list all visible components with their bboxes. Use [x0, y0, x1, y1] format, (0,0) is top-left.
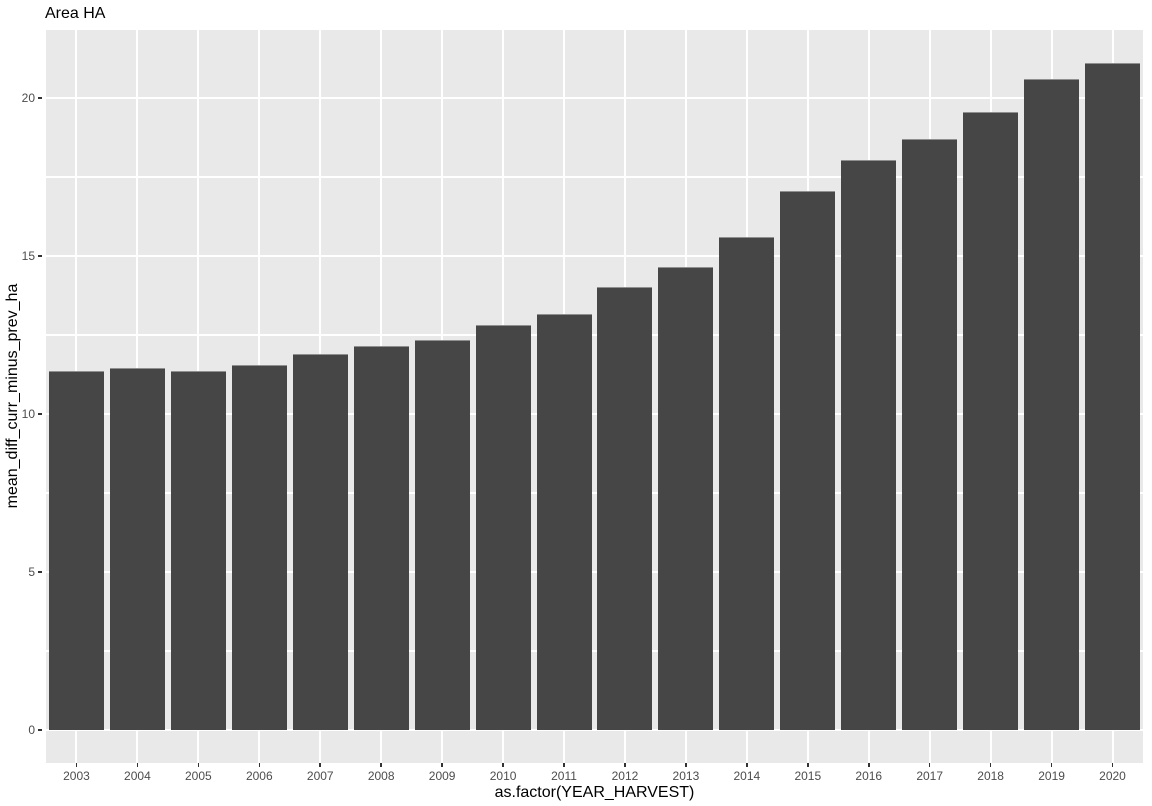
x-tick-label: 2006 — [245, 769, 273, 783]
x-tick-mark — [197, 763, 200, 767]
x-tick-mark — [258, 763, 261, 767]
x-tick-label: 2018 — [977, 769, 1004, 783]
x-tick-label: 2012 — [611, 769, 639, 783]
x-tick-mark — [136, 763, 139, 767]
x-tick-label: 2003 — [63, 769, 90, 783]
x-tick-mark — [502, 763, 504, 767]
x-tick-mark — [624, 763, 626, 767]
x-tick-label: 2004 — [124, 769, 151, 783]
bar-2006 — [231, 364, 287, 730]
x-tick-label: 2015 — [794, 769, 822, 783]
major-gridline-y — [46, 412, 1143, 415]
bar-2004 — [109, 368, 165, 730]
x-tick-mark — [867, 763, 870, 767]
x-tick-mark — [380, 763, 382, 767]
bar-2005 — [170, 371, 226, 730]
bar-2014 — [719, 236, 775, 730]
x-tick-label: 2010 — [489, 769, 517, 783]
x-tick-mark — [1050, 763, 1053, 767]
minor-gridline-y — [46, 650, 1143, 652]
y-axis-title: mean_diff_curr_minus_prev_ha — [4, 283, 21, 509]
x-tick-mark — [989, 763, 992, 767]
y-tick-label: 20 — [21, 90, 35, 105]
x-tick-mark — [685, 763, 687, 767]
x-tick-mark — [928, 763, 931, 767]
y-axis: 0 5 10 15 20 — [0, 30, 46, 763]
x-tick-label: 2016 — [855, 769, 883, 783]
y-tick-mark — [38, 729, 42, 731]
x-tick-label: 2020 — [1099, 769, 1126, 783]
x-tick-mark — [807, 763, 809, 767]
y-tick-label: 5 — [28, 564, 35, 579]
bar-2011 — [536, 314, 592, 730]
y-tick-mark — [38, 571, 42, 573]
bar-2009 — [414, 339, 470, 730]
y-tick-label: 0 — [28, 722, 35, 737]
x-tick-label: 2009 — [428, 769, 456, 783]
x-tick-mark — [1111, 763, 1114, 767]
chart-panel — [46, 30, 1143, 763]
major-gridline-y — [46, 254, 1143, 257]
major-gridline-y — [46, 96, 1143, 99]
minor-gridline-y — [46, 492, 1143, 494]
minor-gridline-y — [46, 176, 1143, 178]
x-tick-label: 2014 — [733, 769, 761, 783]
x-axis: 2003 2004 2005 2006 2007 2008 2009 2010 2011 2012… — [46, 763, 1143, 793]
y-tick-label: 15 — [21, 248, 35, 263]
x-tick-label: 2007 — [306, 769, 334, 783]
x-tick-label: 2005 — [185, 769, 212, 783]
bar-2018 — [963, 112, 1019, 730]
bar-2017 — [902, 139, 958, 730]
minor-gridline-y — [46, 334, 1143, 336]
x-tick-mark — [75, 763, 78, 767]
major-gridline-y — [46, 728, 1143, 731]
x-tick-mark — [319, 763, 322, 767]
bar-2013 — [658, 266, 714, 730]
bar-2015 — [780, 191, 836, 730]
x-tick-mark — [746, 763, 748, 767]
y-tick-mark — [38, 413, 42, 415]
y-tick-mark — [38, 97, 42, 99]
major-gridline-y — [46, 570, 1143, 573]
x-tick-label: 2017 — [916, 769, 944, 783]
bar-2019 — [1024, 78, 1080, 730]
x-axis-title: as.factor(YEAR_HARVEST) — [494, 784, 695, 801]
x-tick-label: 2008 — [367, 769, 395, 783]
bar-2008 — [353, 345, 409, 730]
x-tick-mark — [563, 763, 565, 767]
bar-2007 — [292, 353, 348, 730]
x-tick-mark — [441, 763, 443, 767]
x-tick-label: 2011 — [551, 769, 577, 783]
y-tick-mark — [38, 255, 42, 257]
x-tick-label: 2019 — [1038, 769, 1065, 783]
bar-2003 — [48, 371, 104, 730]
bar-2010 — [475, 325, 531, 730]
bar-2020 — [1085, 63, 1141, 730]
y-tick-label: 10 — [21, 406, 35, 421]
x-tick-label: 2013 — [672, 769, 700, 783]
plot-title: Area HA — [45, 5, 106, 22]
bar-2012 — [597, 287, 653, 730]
bar-2016 — [841, 159, 897, 730]
